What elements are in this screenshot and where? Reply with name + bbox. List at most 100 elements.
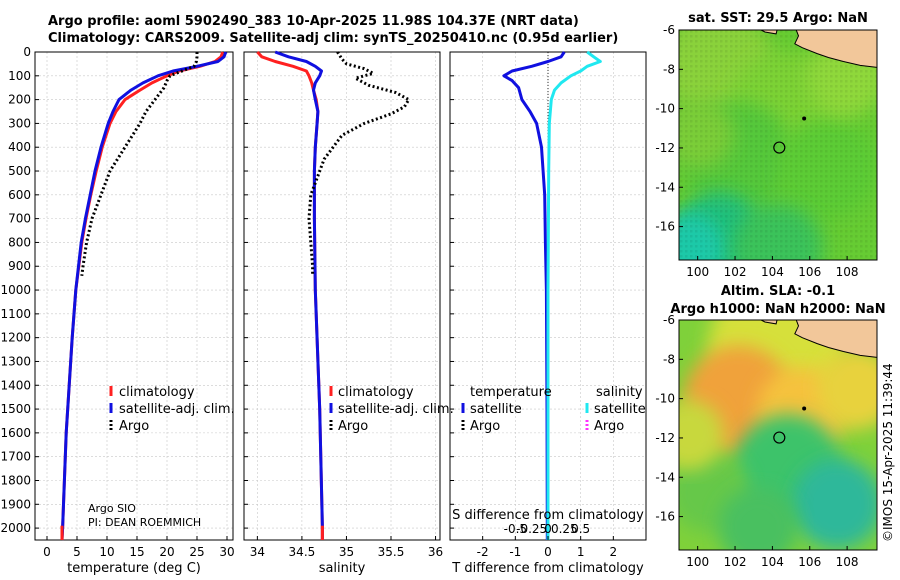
legend-label: satellite-adj. clim. — [338, 402, 454, 417]
map-y-tick-label: -10 — [655, 392, 675, 406]
map-y-tick-label: -14 — [655, 180, 675, 194]
legend-label: Argo — [594, 419, 624, 434]
legend-header-temperature: temperature — [470, 385, 552, 400]
x-tick-label: 15 — [129, 545, 144, 559]
map-y-tick-label: -6 — [663, 23, 675, 37]
annotation-pi: PI: DEAN ROEMMICH — [88, 516, 201, 529]
figure-title-line1: Argo profile: aoml 5902490_383 10-Apr-20… — [48, 14, 579, 29]
secondary-axis-label: S difference from climatology — [452, 508, 644, 523]
sla-field-blob — [817, 349, 877, 429]
x-tick-label: 35.5 — [378, 545, 405, 559]
y-tick-label: 400 — [8, 140, 31, 154]
y-tick-label: 1100 — [0, 307, 31, 321]
plot-frame — [243, 51, 441, 541]
series-line-climatology — [256, 50, 324, 540]
sst_map-panel: -6 -8 -10 -12 -14 -16 100 102 104 106 108 sat. SST:… — [655, 11, 878, 279]
y-tick-label: 700 — [8, 212, 31, 226]
y-tick-label: 0 — [23, 45, 31, 59]
series-line-argo — [80, 52, 199, 276]
secondary-tick-label: 0 — [544, 522, 552, 536]
y-tick-label: 1500 — [0, 402, 31, 416]
x-tick-label: 5 — [73, 545, 81, 559]
x-tick-label: 10 — [99, 545, 114, 559]
map-y-tick-label: -12 — [655, 431, 675, 445]
y-tick-label: 100 — [8, 69, 31, 83]
legend-label: climatology — [338, 385, 414, 400]
map-x-tick-label: 108 — [836, 265, 859, 279]
sst-pixel-texture — [679, 30, 877, 260]
series-line-satellite-adj-clim- — [60, 51, 228, 541]
annotation-institution: Argo SIO — [88, 502, 136, 515]
x-tick-label: 34.5 — [289, 545, 316, 559]
series-line-satellite-adj-clim- — [274, 50, 324, 540]
profile-panels: 0100200300400500600700800900100011001200… — [0, 45, 647, 576]
sla-map-subtitle: Argo h1000: NaN h2000: NaN — [670, 302, 885, 317]
sst_map-field — [679, 30, 877, 260]
map-x-tick-label: 104 — [761, 555, 784, 569]
y-tick-label: 1900 — [0, 497, 31, 511]
map-frame — [678, 29, 878, 261]
y-tick-label: 1800 — [0, 473, 31, 487]
map-frame — [678, 319, 878, 551]
x-tick-label: 36 — [428, 545, 443, 559]
sla_map-panel: -6 -8 -10 -12 -14 -16 100 102 104 106 108 Altim. SL… — [655, 284, 885, 569]
map-y-tick-label: -16 — [655, 220, 675, 234]
x-tick-label: 30 — [219, 545, 234, 559]
y-tick-label: 600 — [8, 188, 31, 202]
sla-field-blob — [792, 459, 877, 549]
timestamp: ©IMOS 15-Apr-2025 11:39:44 — [881, 363, 895, 542]
argo-position-marker — [773, 141, 786, 154]
map-x-tick-label: 104 — [761, 265, 784, 279]
sla-map-title: Altim. SLA: -0.1 — [721, 284, 835, 299]
x-tick-label: 0 — [43, 545, 51, 559]
x-axis-label: T difference from climatology — [451, 561, 644, 576]
argo-position-marker — [773, 431, 786, 444]
map-x-tick-label: 106 — [798, 265, 821, 279]
y-tick-label: 900 — [8, 259, 31, 273]
x-tick-label: -1 — [509, 545, 521, 559]
map-y-tick-label: -6 — [663, 313, 675, 327]
x-tick-label: 34 — [250, 545, 265, 559]
y-tick-label: 500 — [8, 164, 31, 178]
sst-map-title: sat. SST: 29.5 Argo: NaN — [688, 11, 868, 26]
x-tick-label: 20 — [159, 545, 174, 559]
map-y-tick-label: -8 — [663, 62, 675, 76]
sla-field-blob — [679, 400, 724, 470]
legend-label: Argo — [338, 419, 368, 434]
legend-label: Argo — [119, 419, 149, 434]
y-tick-label: 1600 — [0, 426, 31, 440]
map-x-tick-label: 102 — [724, 265, 747, 279]
x-tick-label: -2 — [477, 545, 489, 559]
x-tick-label: 35 — [339, 545, 354, 559]
y-tick-label: 1200 — [0, 331, 31, 345]
temperature-panel: 0100200300400500600700800900100011001200… — [0, 45, 234, 576]
map-y-tick-label: -16 — [655, 510, 675, 524]
difference-panel: -2 -1 0 1 2-0.5-0.250 0.250.5S difference fro… — [449, 50, 647, 576]
y-tick-label: 1000 — [0, 283, 31, 297]
series-line-s-satellite — [546, 50, 602, 540]
map-x-tick-label: 100 — [686, 555, 709, 569]
map-y-tick-label: -10 — [655, 102, 675, 116]
y-tick-label: 1400 — [0, 378, 31, 392]
map-panels: -6 -8 -10 -12 -14 -16 100 102 104 106 108 sat. SST:… — [655, 11, 885, 569]
map-y-tick-label: -8 — [663, 352, 675, 366]
series-line-argo — [307, 51, 411, 276]
sla-field-blob — [718, 487, 799, 550]
secondary-tick-label: -0.5 — [504, 522, 527, 536]
map-y-tick-label: -14 — [655, 470, 675, 484]
christmas-island — [802, 406, 807, 411]
map-y-tick-label: -12 — [655, 141, 675, 155]
map-x-tick-label: 106 — [798, 555, 821, 569]
x-tick-label: 0 — [544, 545, 552, 559]
land-mass — [794, 320, 877, 358]
map-x-tick-label: 108 — [836, 555, 859, 569]
y-tick-label: 1700 — [0, 450, 31, 464]
legend-label: climatology — [119, 385, 195, 400]
x-tick-label: 25 — [189, 545, 204, 559]
plot-frame — [34, 51, 234, 541]
map-x-tick-label: 102 — [724, 555, 747, 569]
x-tick-label: 2 — [610, 545, 618, 559]
figure-title-line2: Climatology: CARS2009. Satellite-adj cli… — [48, 31, 619, 46]
x-axis-label: salinity — [319, 561, 366, 576]
